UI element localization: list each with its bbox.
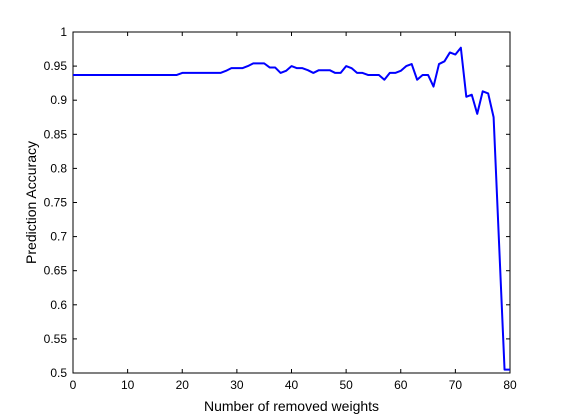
x-tick-label: 70: [449, 378, 463, 392]
y-tick-label: 0.9: [50, 93, 67, 107]
series-line: [73, 46, 510, 371]
x-tick-label: 20: [176, 378, 190, 392]
plot-area: [72, 31, 511, 374]
y-tick-label: 0.65: [44, 264, 68, 278]
x-tick-label: 60: [394, 378, 408, 392]
y-tick-label: 0.7: [50, 230, 67, 244]
y-tick-label: 0.5: [50, 366, 67, 380]
y-tick-label: 0.8: [50, 161, 67, 175]
x-axis-ticks: 0 10 20 30 40 50 60 70 80: [70, 32, 517, 392]
series-layer: [73, 46, 510, 371]
y-axis-title: Prediction Accuracy: [23, 141, 39, 264]
y-tick-label: 0.6: [50, 298, 67, 312]
y-tick-label: 0.85: [44, 127, 68, 141]
y-tick-label: 1: [60, 25, 67, 39]
x-tick-label: 0: [70, 378, 77, 392]
x-tick-label: 80: [503, 378, 517, 392]
x-tick-label: 10: [121, 378, 135, 392]
y-tick-label: 0.55: [44, 332, 68, 346]
y-axis-ticks: 0.5 0.55 0.6 0.65 0.7 0.75 0.8 0.85 0.9 0.95 1: [44, 25, 510, 380]
x-tick-label: 30: [230, 378, 244, 392]
x-tick-label: 40: [285, 378, 299, 392]
y-tick-label: 0.75: [44, 196, 68, 210]
x-tick-label: 50: [339, 378, 353, 392]
y-tick-label: 0.95: [44, 59, 68, 73]
x-axis-title: Number of removed weights: [204, 398, 379, 414]
